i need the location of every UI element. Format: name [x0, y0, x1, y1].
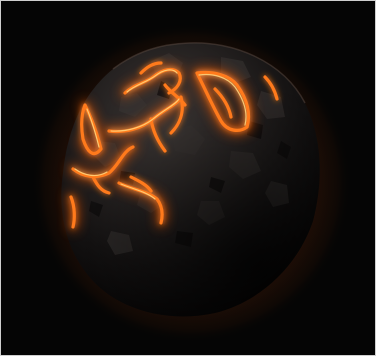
rock-sphere	[61, 42, 320, 317]
lava-cracks	[69, 61, 279, 229]
rim-light	[112, 42, 306, 104]
